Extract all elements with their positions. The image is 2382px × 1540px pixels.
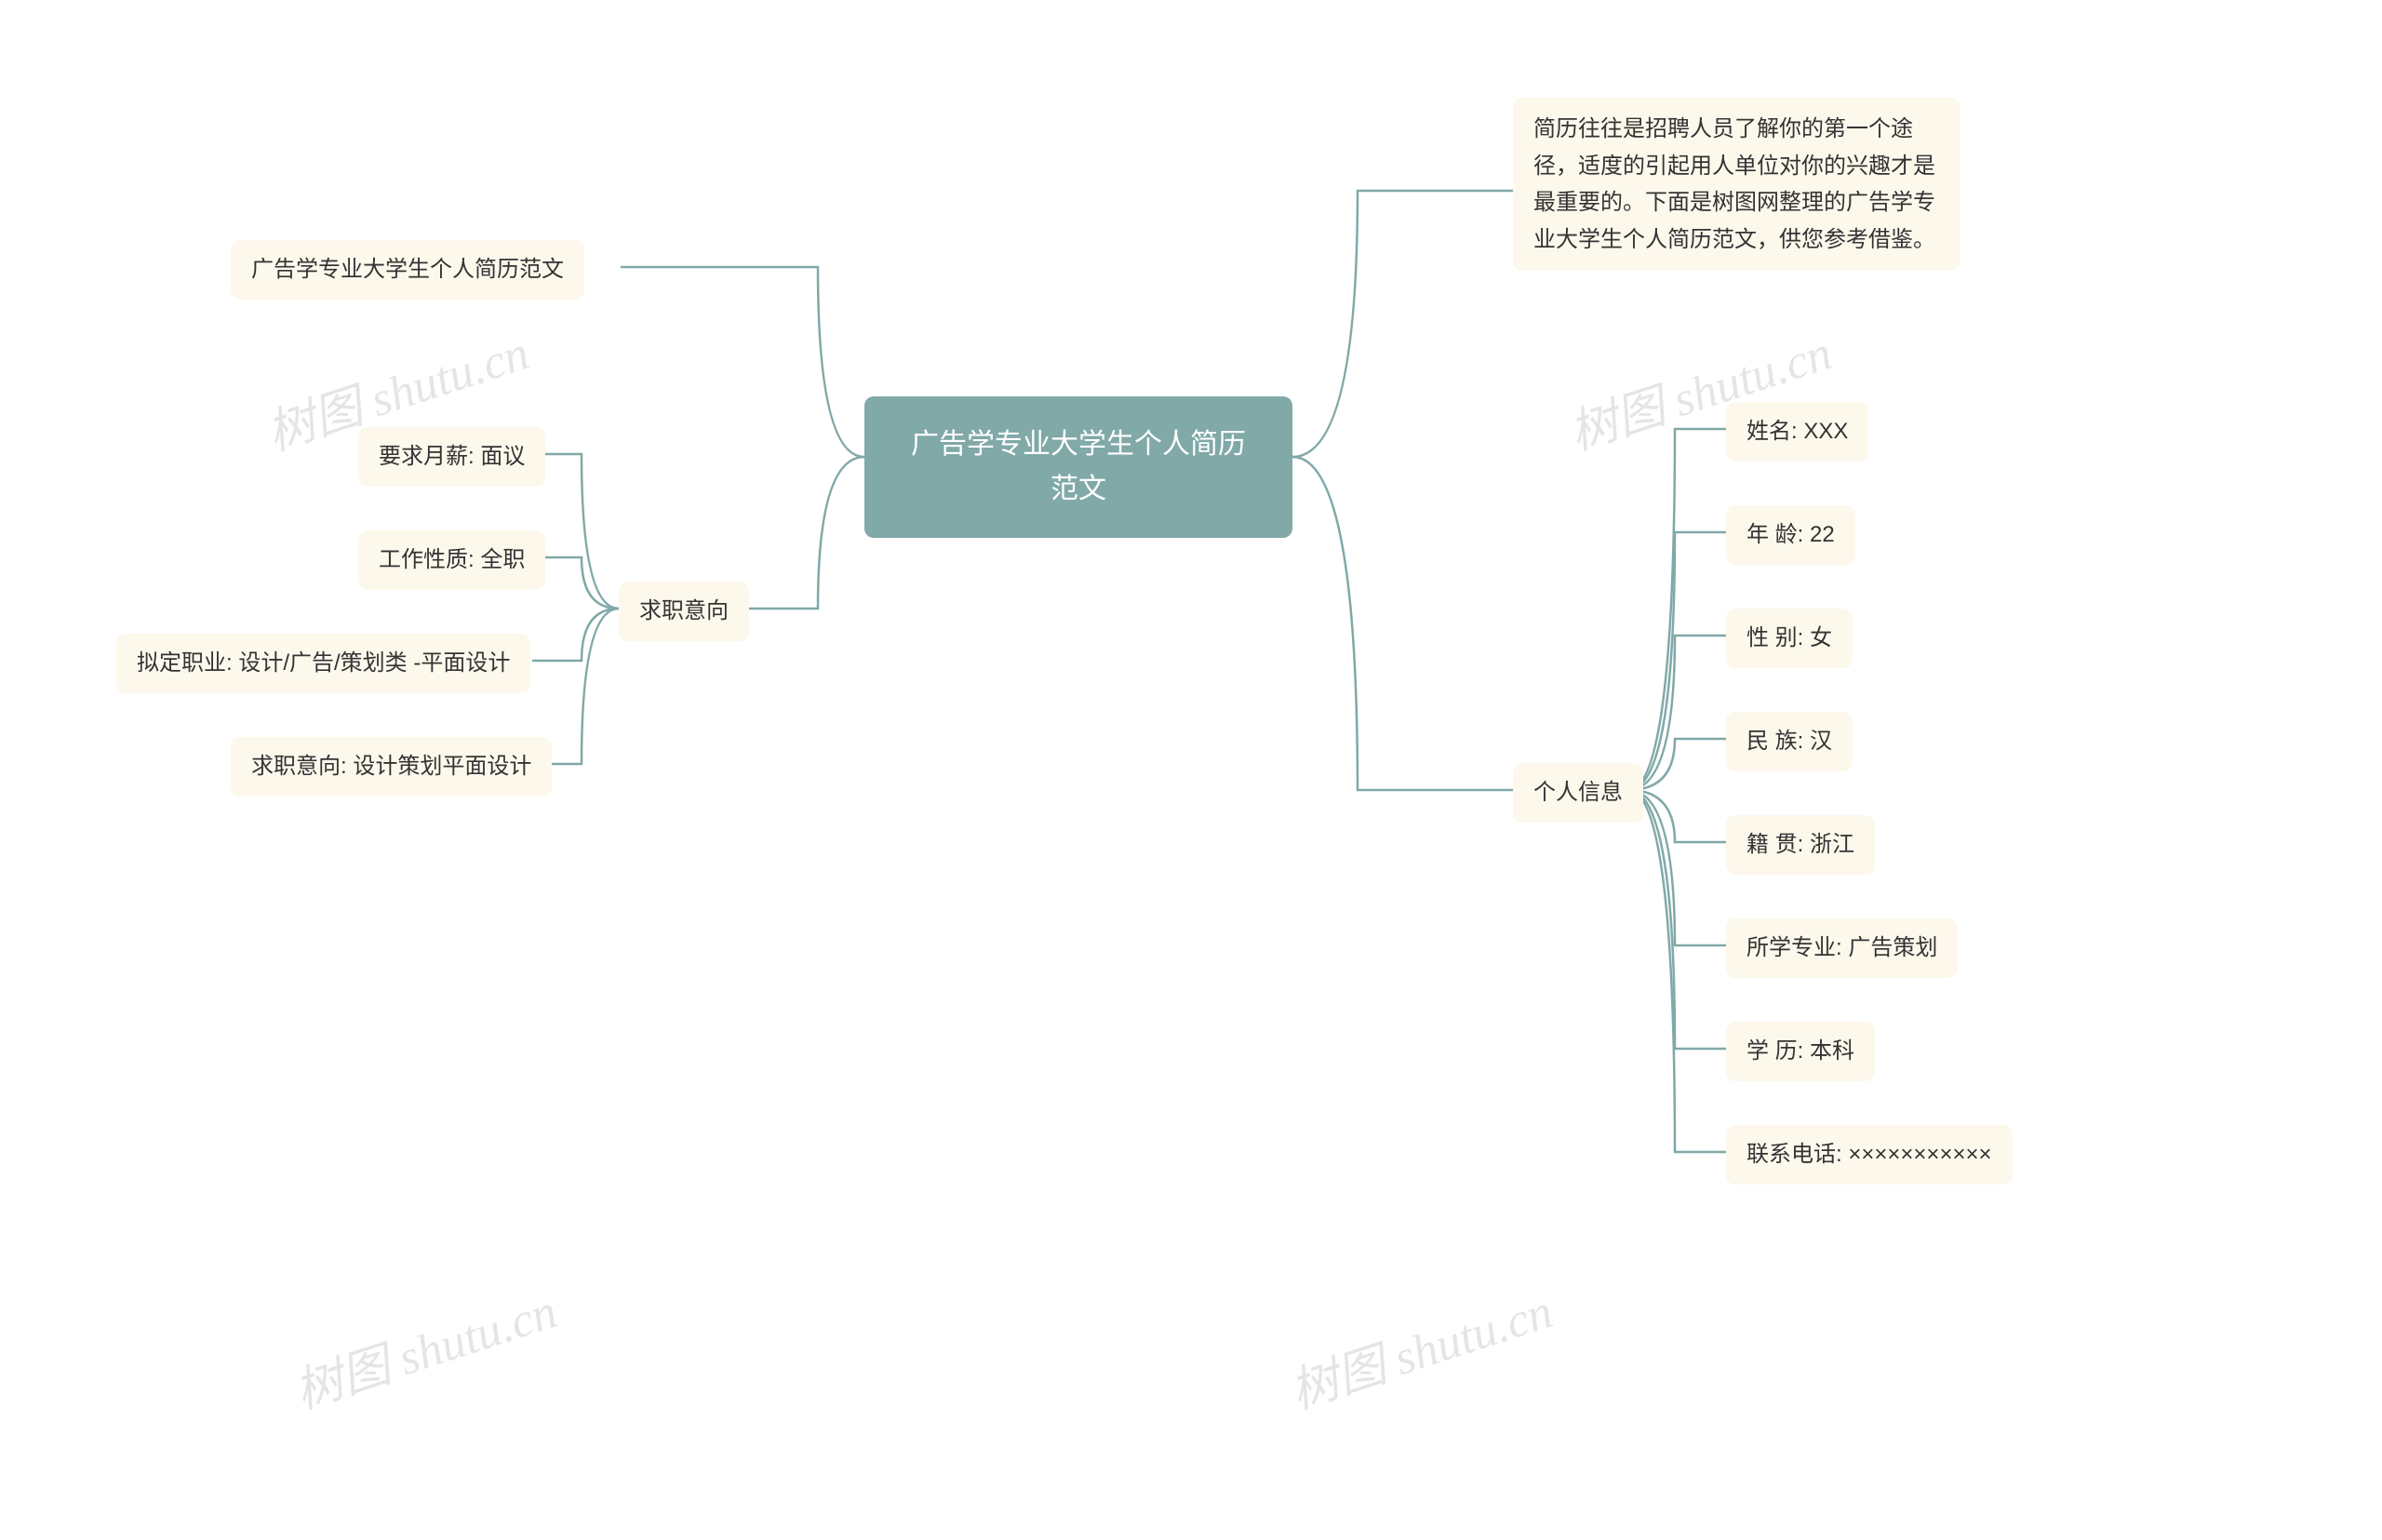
node-name[interactable]: 姓名: XXX: [1726, 402, 1868, 462]
node-age[interactable]: 年 龄: 22: [1726, 505, 1855, 565]
node-job-intent[interactable]: 求职意向: [619, 582, 749, 641]
node-intention[interactable]: 求职意向: 设计策划平面设计: [231, 737, 552, 797]
node-gender[interactable]: 性 别: 女: [1726, 609, 1853, 668]
node-education[interactable]: 学 历: 本科: [1726, 1022, 1875, 1081]
node-salary[interactable]: 要求月薪: 面议: [358, 427, 545, 487]
node-ethnicity[interactable]: 民 族: 汉: [1726, 712, 1853, 771]
node-personal-info[interactable]: 个人信息: [1513, 763, 1643, 823]
node-description[interactable]: 简历往往是招聘人员了解你的第一个途径，适度的引起用人单位对你的兴趣才是最重要的。…: [1513, 98, 1960, 271]
node-work-type[interactable]: 工作性质: 全职: [358, 530, 545, 590]
node-phone[interactable]: 联系电话: ×××××××××××: [1726, 1125, 2013, 1185]
node-position[interactable]: 拟定职业: 设计/广告/策划类 -平面设计: [116, 634, 530, 693]
watermark: 树图 shutu.cn: [285, 1272, 565, 1422]
node-major[interactable]: 所学专业: 广告策划: [1726, 918, 1958, 978]
watermark: 树图 shutu.cn: [1280, 1272, 1560, 1422]
node-origin[interactable]: 籍 贯: 浙江: [1726, 815, 1875, 875]
node-left-top[interactable]: 广告学专业大学生个人简历范文: [231, 240, 584, 300]
center-node[interactable]: 广告学专业大学生个人简历范文: [864, 396, 1292, 538]
